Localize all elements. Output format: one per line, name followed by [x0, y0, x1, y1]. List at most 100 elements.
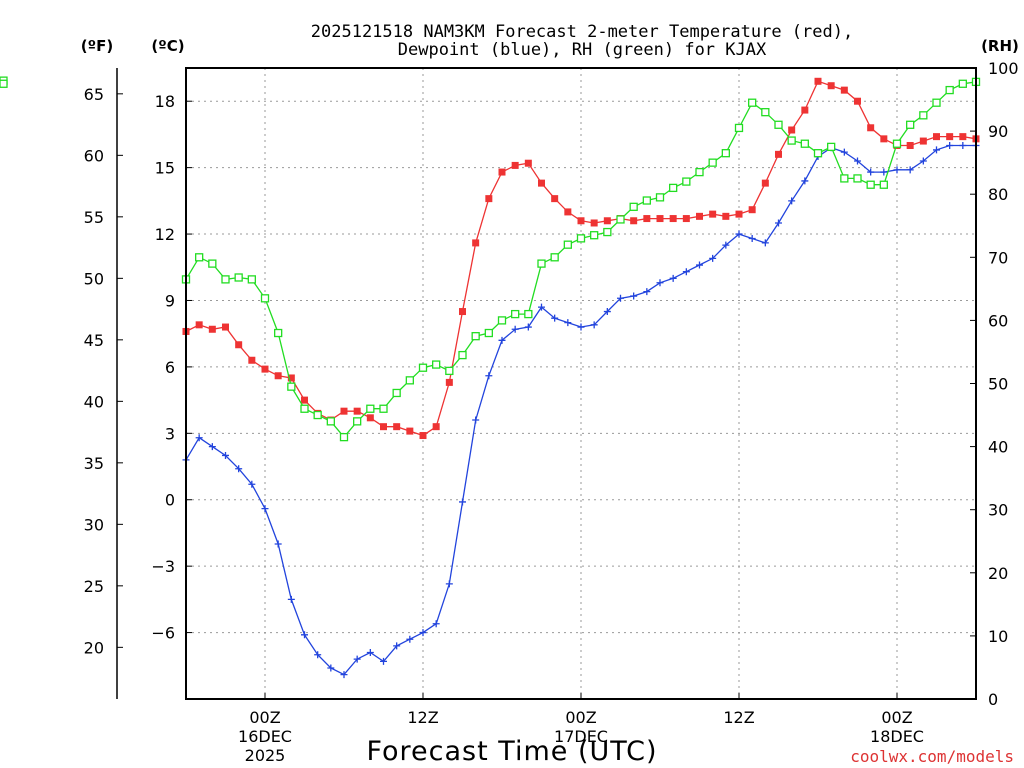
celsius-tick-label: 9 — [165, 291, 175, 310]
temperature-point — [946, 133, 954, 141]
rh-point — [813, 149, 823, 158]
dewpoint-point — [459, 498, 466, 506]
rh-point — [379, 404, 388, 413]
dewpoint-point — [235, 465, 243, 473]
dewpoint-point — [524, 323, 532, 331]
fahrenheit-tick-label: 20 — [84, 638, 104, 657]
dewpoint-point — [656, 279, 664, 287]
rh-point — [840, 174, 849, 183]
rh-point — [260, 294, 270, 303]
temperature-point — [748, 206, 756, 214]
dewpoint-point — [946, 141, 954, 149]
temperature-point — [643, 215, 651, 223]
temperature-point — [682, 215, 690, 223]
rh-point — [313, 410, 322, 420]
rh-tick-label: 30 — [988, 501, 1008, 520]
year-tick-label: 2025 — [245, 746, 286, 765]
dewpoint-point — [301, 631, 308, 639]
temperature-point — [459, 308, 466, 316]
temperature-point — [235, 341, 243, 349]
rh-point — [563, 240, 572, 249]
temperature-point — [801, 106, 809, 114]
dewpoint-point — [445, 580, 453, 588]
rh-point — [708, 158, 717, 167]
rh-point — [827, 142, 836, 152]
rh-point — [892, 139, 902, 148]
rh-point — [958, 79, 967, 88]
rh-point — [655, 193, 665, 202]
fahrenheit-tick-label: 55 — [84, 208, 104, 227]
dewpoint-point — [919, 157, 927, 165]
chart-title-line2: Dewpoint (blue), RH (green) for KJAX — [398, 40, 767, 60]
rh-point — [274, 328, 283, 338]
dewpoint-point — [406, 635, 414, 643]
temperature-point — [248, 356, 256, 364]
temperature-point — [445, 378, 453, 386]
rh-point — [471, 332, 480, 341]
dewpoint-point — [775, 219, 782, 227]
celsius-tick-label: 3 — [165, 424, 175, 443]
rh-point — [642, 196, 651, 205]
dewpoint-point — [432, 620, 440, 628]
dewpoint-point — [195, 434, 203, 442]
dewpoint-point — [933, 146, 940, 154]
temperature-point — [788, 126, 796, 134]
dewpoint-point — [748, 234, 756, 242]
dewpoint-point — [564, 319, 572, 327]
rh-point — [919, 111, 928, 120]
fahrenheit-axis: 65 60 55 50 45 40 35 30 25 20 — [84, 85, 123, 657]
rh-point — [195, 253, 204, 262]
dewpoint-point — [222, 451, 229, 459]
celsius-tick-label: 6 — [165, 358, 175, 377]
fahrenheit-tick-label: 65 — [84, 85, 104, 104]
celsius-tick-label: 15 — [155, 159, 175, 178]
temperature-point — [301, 396, 308, 404]
fahrenheit-tick-label: 50 — [84, 269, 104, 288]
fahrenheit-tick-label: 35 — [84, 454, 104, 473]
dewpoint-point — [327, 664, 335, 672]
rh-point — [287, 382, 296, 391]
dewpoint-point — [498, 336, 506, 344]
rh-point — [458, 350, 467, 360]
temperature-point — [577, 217, 585, 225]
rh-point — [866, 180, 875, 189]
dewpoint-point — [854, 157, 861, 165]
rh-point — [906, 120, 915, 129]
rh-point — [774, 120, 783, 129]
dewpoint-point — [511, 325, 519, 333]
rh-point — [392, 388, 401, 398]
rh-point — [945, 85, 954, 95]
time-tick-label: 12Z — [407, 708, 438, 727]
rh-point — [932, 98, 941, 107]
temperature-point — [933, 133, 940, 141]
rh-unit-label: (RH) — [981, 37, 1019, 55]
fahrenheit-tick-label: 25 — [84, 577, 104, 596]
dewpoint-point — [314, 651, 322, 659]
temperature-point — [380, 423, 387, 431]
rh-point — [682, 177, 691, 186]
x-axis-label: Forecast Time (UTC) — [366, 736, 657, 767]
dewpoint-point — [893, 166, 901, 174]
dewpoint-point — [709, 254, 717, 262]
temperature-point — [880, 135, 888, 143]
rh-point — [326, 417, 335, 426]
temperature-point — [919, 137, 927, 145]
rh-point — [247, 275, 256, 284]
dewpoint-point — [682, 268, 690, 276]
dewpoint-point — [906, 166, 914, 174]
temperature-point — [564, 208, 572, 216]
dewpoint-point — [696, 261, 703, 269]
dewpoint-point — [669, 274, 677, 282]
temperature-point — [735, 210, 743, 218]
rh-tick-label: 80 — [988, 185, 1008, 204]
dewpoint-point — [867, 168, 875, 176]
time-tick-label: 00Z — [565, 708, 596, 727]
rh-point — [221, 275, 230, 284]
rh-point — [761, 108, 770, 117]
temperature-point — [195, 321, 203, 329]
rh-tick-label: 40 — [988, 438, 1008, 457]
dewpoint-point — [353, 655, 361, 663]
rh-point — [616, 215, 625, 224]
temperature-point — [840, 86, 848, 94]
temperature-point — [406, 427, 414, 435]
